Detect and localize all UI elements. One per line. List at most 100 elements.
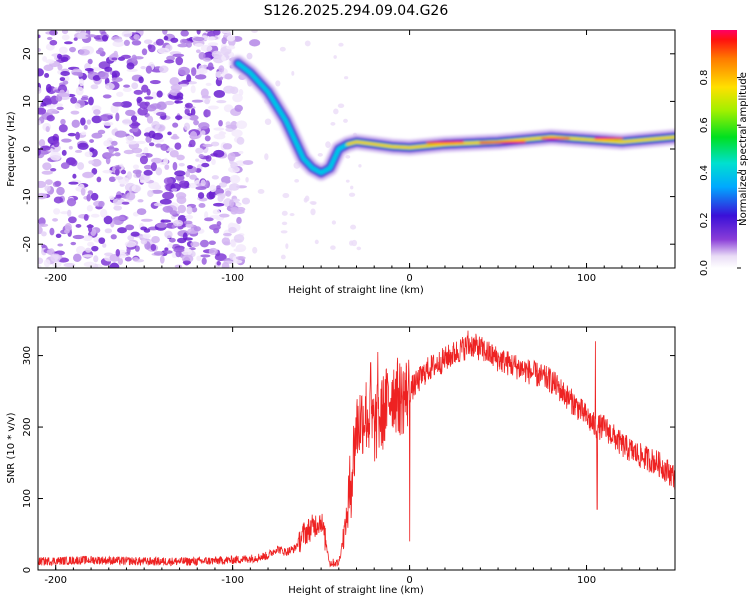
ridge-cyan — [235, 61, 675, 176]
noise-blob — [188, 114, 199, 121]
noise-speck — [356, 246, 362, 251]
noise-blob — [89, 147, 95, 152]
noise-blob — [141, 84, 149, 93]
noise-blob — [180, 30, 189, 37]
noise-blob — [221, 262, 230, 268]
noise-blob — [60, 162, 70, 169]
noise-blob — [86, 205, 93, 212]
noise-speck — [280, 230, 288, 234]
noise-blob — [242, 160, 254, 165]
noise-blob — [241, 197, 251, 205]
noise-blob — [208, 240, 216, 246]
noise-blob — [219, 131, 227, 135]
noise-blob — [150, 243, 157, 251]
noise-blob — [48, 248, 55, 256]
noise-blob — [62, 80, 69, 85]
noise-blob — [103, 215, 113, 225]
noise-blob — [38, 180, 47, 188]
noise-blob — [78, 49, 90, 56]
noise-blob — [50, 253, 61, 263]
noise-blob — [116, 91, 124, 97]
noise-blob — [236, 216, 242, 225]
noise-speck — [304, 195, 310, 202]
noise-blob — [50, 168, 57, 172]
noise-blob — [141, 48, 148, 56]
noise-blob — [231, 129, 243, 138]
noise-blob — [140, 239, 148, 245]
colorbar-ticks: 0.0 0.2 0.4 0.6 0.8 — [699, 70, 741, 276]
noise-blob — [85, 247, 92, 253]
noise-blob — [140, 218, 153, 222]
noise-blob — [185, 214, 194, 220]
noise-blob — [49, 227, 55, 236]
noise-blob — [167, 242, 173, 249]
noise-blob — [178, 83, 189, 87]
noise-speck — [245, 176, 249, 183]
noise-blob — [43, 64, 54, 72]
noise-blob — [206, 109, 211, 117]
noise-blob — [84, 236, 92, 241]
noise-blob — [207, 105, 219, 110]
x-tick-label: -200 — [44, 575, 67, 586]
noise-speck — [338, 42, 344, 47]
noise-blob — [98, 200, 105, 208]
noise-blob — [111, 77, 123, 83]
noise-blob — [110, 234, 117, 240]
noise-blob — [191, 206, 198, 213]
colorbar-label: Normalized spectral amplitude — [738, 72, 749, 226]
noise-blob — [75, 131, 80, 140]
noise-blob — [87, 224, 93, 233]
noise-blob — [159, 255, 165, 264]
noise-blob — [85, 34, 97, 38]
noise-blob — [38, 139, 46, 147]
noise-blob — [160, 143, 169, 151]
noise-blob — [221, 176, 232, 184]
noise-blob — [163, 250, 173, 254]
noise-blob — [235, 256, 246, 260]
noise-blob — [80, 117, 86, 126]
noise-blob — [97, 129, 106, 135]
noise-blob — [168, 237, 176, 243]
noise-speck — [304, 40, 311, 47]
noise-blob — [80, 96, 89, 101]
noise-blob — [38, 226, 43, 235]
noise-blob — [104, 66, 113, 72]
noise-blob — [222, 232, 232, 237]
noise-blob — [97, 47, 104, 53]
noise-blob — [49, 151, 62, 161]
noise-blob — [114, 168, 120, 176]
noise-blob — [38, 223, 49, 227]
noise-blob — [177, 204, 187, 214]
noise-blob — [160, 219, 172, 223]
noise-blob — [132, 257, 139, 262]
noise-blob — [60, 118, 66, 125]
noise-speck — [281, 210, 288, 216]
noise-blob — [132, 169, 142, 175]
noise-blob — [137, 199, 144, 203]
noise-blob — [150, 157, 163, 164]
noise-blob — [143, 39, 153, 45]
noise-speck — [285, 243, 289, 250]
noise-blob — [211, 175, 219, 180]
noise-blob — [208, 247, 218, 255]
noise-blob — [218, 119, 223, 127]
noise-speck — [343, 118, 348, 123]
noise-blob — [209, 224, 221, 231]
noise-blob — [79, 78, 85, 87]
noise-blob — [127, 235, 135, 241]
noise-blob — [184, 102, 193, 109]
noise-blob — [58, 124, 68, 133]
noise-blob — [115, 112, 120, 122]
noise-blob — [45, 83, 52, 93]
noise-blob — [114, 176, 124, 180]
noise-blob — [148, 130, 156, 139]
noise-blob — [123, 39, 130, 47]
noise-blob — [67, 132, 76, 137]
colorbar: 0.0 0.2 0.4 0.6 0.8 Normalized spectral ampl… — [699, 30, 749, 276]
y-tick-label: 0 — [22, 146, 33, 152]
noise-blob — [199, 239, 209, 248]
noise-blob — [223, 85, 235, 94]
noise-blob — [136, 208, 147, 215]
noise-blob — [143, 96, 154, 100]
